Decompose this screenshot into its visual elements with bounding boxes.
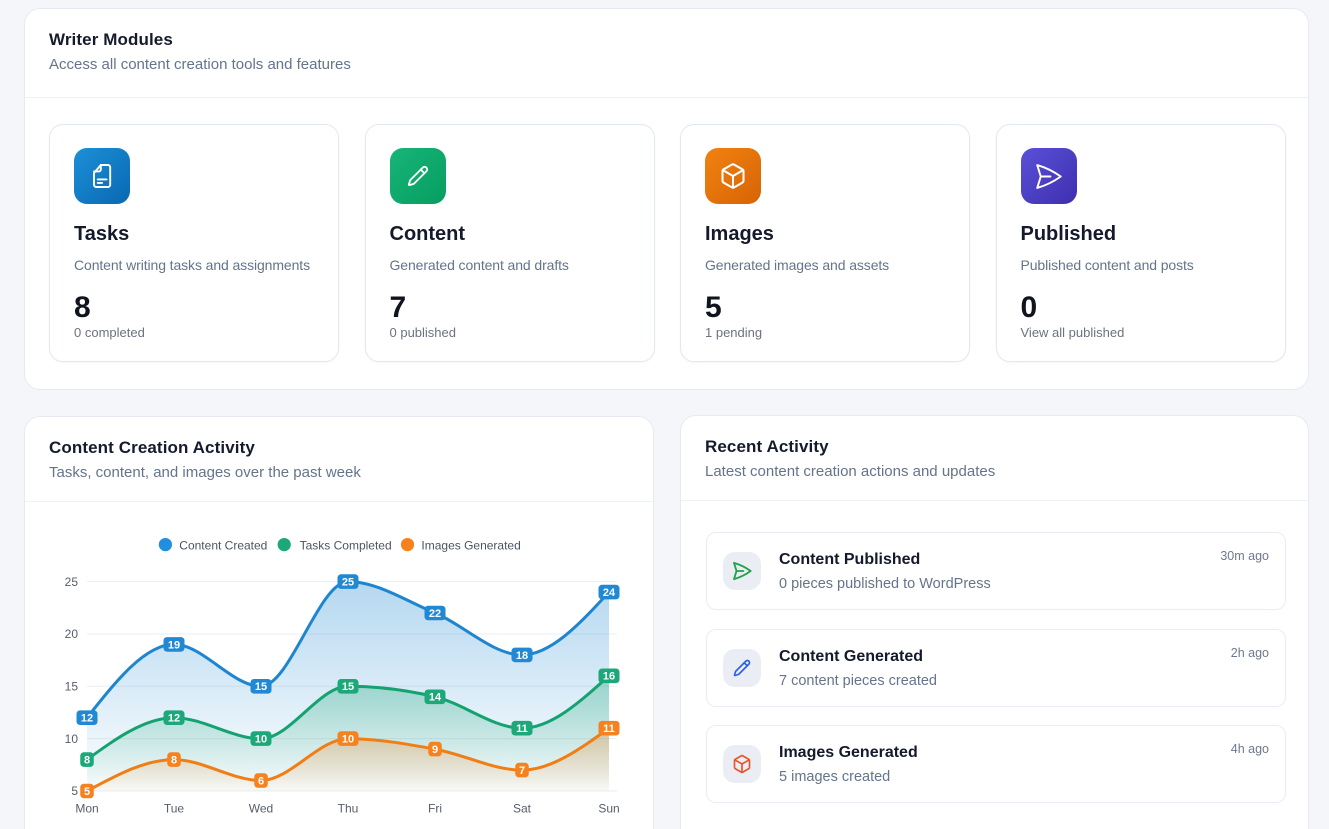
svg-text:18: 18 bbox=[516, 650, 528, 662]
svg-text:6: 6 bbox=[258, 775, 264, 787]
svg-text:Tasks Completed: Tasks Completed bbox=[300, 538, 392, 552]
svg-text:15: 15 bbox=[255, 681, 267, 693]
svg-text:11: 11 bbox=[603, 723, 615, 735]
svg-text:24: 24 bbox=[603, 587, 616, 599]
svg-text:15: 15 bbox=[65, 680, 79, 694]
svg-text:Thu: Thu bbox=[338, 802, 359, 816]
svg-text:Fri: Fri bbox=[428, 802, 442, 816]
svg-text:Wed: Wed bbox=[249, 802, 273, 816]
svg-text:10: 10 bbox=[342, 734, 354, 746]
svg-text:5: 5 bbox=[84, 786, 90, 798]
svg-text:16: 16 bbox=[603, 671, 615, 683]
svg-text:12: 12 bbox=[81, 713, 93, 725]
svg-text:Images Generated: Images Generated bbox=[421, 538, 520, 552]
svg-text:12: 12 bbox=[168, 713, 180, 725]
svg-text:9: 9 bbox=[432, 744, 438, 756]
svg-text:Mon: Mon bbox=[75, 802, 98, 816]
svg-text:Content Created: Content Created bbox=[179, 538, 267, 552]
svg-text:8: 8 bbox=[84, 755, 90, 767]
svg-text:Tue: Tue bbox=[164, 802, 185, 816]
svg-text:10: 10 bbox=[255, 734, 267, 746]
svg-text:Sat: Sat bbox=[513, 802, 532, 816]
svg-text:20: 20 bbox=[65, 627, 79, 641]
svg-text:19: 19 bbox=[168, 639, 180, 651]
svg-text:15: 15 bbox=[342, 681, 354, 693]
svg-text:25: 25 bbox=[342, 577, 354, 589]
svg-text:7: 7 bbox=[519, 765, 525, 777]
svg-text:22: 22 bbox=[429, 608, 441, 620]
svg-text:25: 25 bbox=[65, 575, 79, 589]
svg-text:5: 5 bbox=[71, 784, 78, 798]
svg-text:14: 14 bbox=[429, 692, 442, 704]
svg-text:8: 8 bbox=[171, 755, 177, 767]
svg-text:10: 10 bbox=[65, 732, 79, 746]
svg-text:Sun: Sun bbox=[598, 802, 619, 816]
svg-text:11: 11 bbox=[516, 723, 528, 735]
